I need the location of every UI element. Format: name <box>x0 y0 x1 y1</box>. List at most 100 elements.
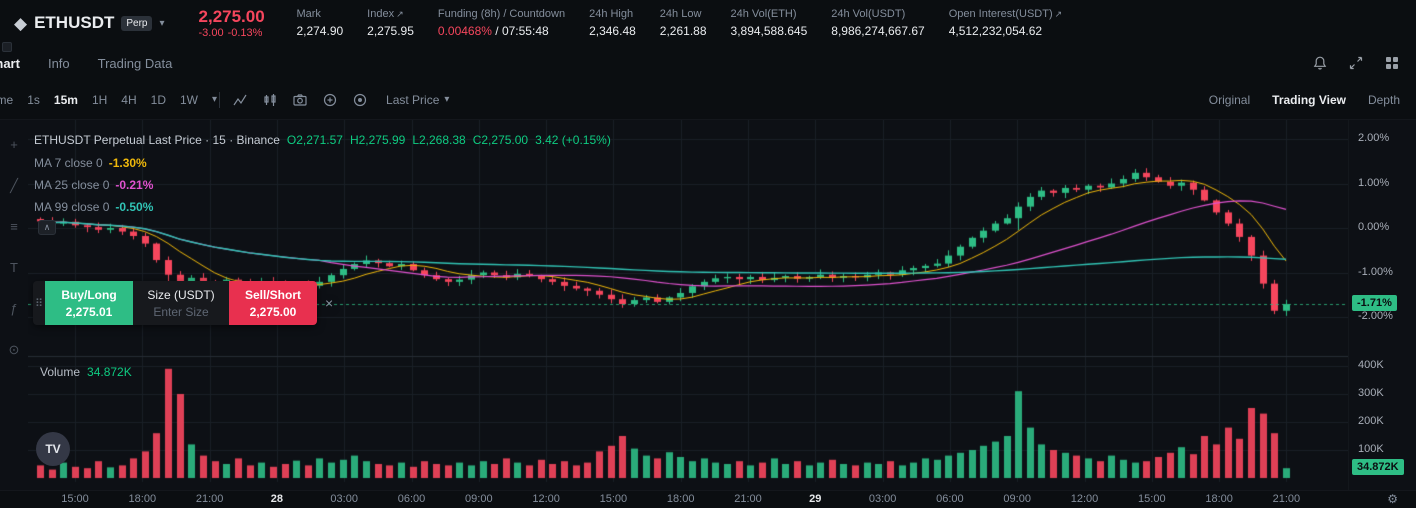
time-axis[interactable]: 15:00 18:00 21:00 28 03:00 06:00 09:00 12:00 15:… <box>0 490 1416 508</box>
chevron-down-icon[interactable]: ▾ <box>211 94 218 105</box>
chevron-down-icon: ▾ <box>159 17 165 29</box>
time-axis-label: 18:00 <box>666 493 695 505</box>
layout-grid-icon[interactable] <box>1384 55 1400 71</box>
time-axis-label: 28 <box>270 493 284 505</box>
external-link-icon[interactable]: ↗ <box>396 9 404 19</box>
sell-short-button[interactable]: Sell/Short 2,275.00 <box>229 281 317 325</box>
price-axis[interactable]: -1.71% 34.872K 2.00% 1.00% 0.00% -1.00% -2.0… <box>1348 120 1416 490</box>
view-switcher: Original Trading View Depth <box>1209 93 1400 107</box>
ma99-value: -0.50% <box>115 200 154 214</box>
section-tabs: Chart Info Trading Data <box>0 42 1416 80</box>
zoom-reset-icon[interactable] <box>352 92 368 108</box>
market-stats: Mark 2,274.90 Index ↗ 2,275.95 Funding (8… <box>296 8 1062 38</box>
volume-axis-label: 100K <box>1358 443 1384 455</box>
view-depth[interactable]: Depth <box>1367 92 1400 107</box>
tabs: Chart Info Trading Data <box>0 56 200 71</box>
price-axis-label: 0.00% <box>1358 221 1390 233</box>
time-axis-label: 15:00 <box>61 493 89 505</box>
price-block: 2,275.00 -3.00 -0.13% <box>199 7 267 39</box>
time-axis-label: 03:00 <box>868 493 897 505</box>
fibonacci-tool-icon[interactable]: ≡ <box>10 219 18 234</box>
chart-area: + ╱ ≡ T ƒ ⊙ ETHUSDT Perpetual Last Price… <box>0 120 1416 490</box>
timeframe-15m[interactable]: 15m <box>53 92 78 107</box>
time-axis-label: 12:00 <box>1070 493 1099 505</box>
ohlc-low: L2,268.38 <box>412 133 466 147</box>
time-axis-label: 09:00 <box>1003 493 1031 505</box>
timeframe-1h[interactable]: 1H <box>91 92 108 107</box>
indicator-tool-icon[interactable]: ƒ <box>10 301 18 316</box>
quick-order-widget: ⠿ Buy/Long 2,275.01 Size (USDT) Enter Si… <box>33 281 333 325</box>
price-mode-dropdown[interactable]: Last Price ▾ <box>386 93 449 107</box>
time-axis-label: 15:00 <box>1138 493 1166 505</box>
time-axis-label: 12:00 <box>532 493 560 505</box>
ma25-value: -0.21% <box>115 178 154 192</box>
external-link-icon[interactable]: ↗ <box>1054 9 1063 19</box>
text-tool-icon[interactable]: T <box>10 260 18 275</box>
drag-handle-icon[interactable]: ⠿ <box>33 281 45 325</box>
timeframe-1d[interactable]: 1D <box>150 92 166 107</box>
stat-mark: Mark 2,274.90 <box>296 8 343 38</box>
measure-tool-icon[interactable]: ⊙ <box>8 342 20 357</box>
time-axis-label: 21:00 <box>195 493 224 505</box>
volume-axis-label: 200K <box>1358 415 1384 427</box>
bell-icon[interactable] <box>1312 55 1328 71</box>
tradingview-logo[interactable]: TV <box>36 432 70 466</box>
ohlc-high: H2,275.99 <box>349 133 406 147</box>
volume-axis-label: 400K <box>1358 359 1384 371</box>
buy-long-button[interactable]: Buy/Long 2,275.01 <box>45 281 133 325</box>
stat-24h-vol-usdt: 24h Vol(USDT) 8,986,274,667.67 <box>831 8 924 38</box>
symbol-name: ETHUSDT <box>34 13 115 32</box>
contract-type-badge: Perp <box>121 15 153 31</box>
timeframe-1w[interactable]: 1W <box>179 92 198 107</box>
chevron-down-icon: ▾ <box>444 94 450 105</box>
zoom-in-icon[interactable] <box>322 92 338 108</box>
tab-chart[interactable]: Chart <box>0 55 20 71</box>
price-mode-label: Last Price <box>386 92 440 107</box>
volume-axis-label: 300K <box>1358 387 1384 399</box>
chart-style-icon[interactable] <box>232 92 248 108</box>
ma7-value: -1.30% <box>108 156 147 170</box>
stat-value: 3,894,588.645 <box>730 24 808 38</box>
chart-toolbar: Time 1s 15m 1H 4H 1D 1W ▾ Last Price ▾ <box>0 80 1416 120</box>
stat-label: Funding (8h) / Countdown <box>437 8 566 20</box>
symbol-selector[interactable]: ◆ ETHUSDT Perp ▾ <box>14 13 165 33</box>
size-input[interactable]: Size (USDT) Enter Size <box>133 281 229 325</box>
size-placeholder: Enter Size <box>153 304 209 319</box>
crosshair-tool-icon[interactable]: + <box>10 137 18 152</box>
time-axis-label: 21:00 <box>1272 493 1301 505</box>
panel-toggle-icon[interactable] <box>2 42 12 52</box>
tab-trading-data[interactable]: Trading Data <box>97 55 173 71</box>
price-axis-label: -2.00% <box>1358 310 1393 322</box>
view-original[interactable]: Original <box>1208 92 1251 107</box>
camera-icon[interactable] <box>292 92 308 108</box>
stat-24h-low: 24h Low 2,261.88 <box>660 8 707 38</box>
trendline-tool-icon[interactable]: ╱ <box>10 178 18 193</box>
timeframe-1s[interactable]: 1s <box>27 92 40 107</box>
view-tradingview[interactable]: Trading View <box>1272 92 1346 107</box>
time-axis-label: 21:00 <box>734 493 762 505</box>
ohlc-open: O2,271.57 <box>286 133 343 147</box>
gear-icon[interactable]: ⚙ <box>1387 492 1398 506</box>
time-axis-label: 18:00 <box>1205 493 1233 505</box>
volume-readout: Volume 34.872K <box>40 365 132 379</box>
timeframe-4h[interactable]: 4H <box>121 92 137 107</box>
time-axis-label: 29 <box>809 493 822 505</box>
stat-value: 2,274.90 <box>296 24 344 38</box>
ma99-readout: MA 99 close 0 -0.50% <box>34 200 154 214</box>
stat-label: 24h Vol(ETH) <box>730 8 797 20</box>
stat-label: 24h Low <box>659 8 702 20</box>
funding-countdown: 07:55:48 <box>501 24 549 38</box>
sell-price: 2,275.00 <box>249 304 297 319</box>
funding-rate: 0.00468% <box>437 24 492 38</box>
fullscreen-icon[interactable] <box>1348 55 1364 71</box>
stat-label: 24h Vol(USDT) <box>831 8 906 20</box>
tab-info[interactable]: Info <box>47 55 70 71</box>
sell-label: Sell/Short <box>244 287 301 302</box>
collapse-indicators-button[interactable]: ∧ <box>38 220 56 235</box>
time-axis-label: 09:00 <box>465 493 493 505</box>
close-icon[interactable]: × <box>325 295 334 311</box>
stat-24h-vol-eth: 24h Vol(ETH) 3,894,588.645 <box>731 8 808 38</box>
volume-label: Volume <box>40 365 81 379</box>
indicators-icon[interactable] <box>262 92 278 108</box>
